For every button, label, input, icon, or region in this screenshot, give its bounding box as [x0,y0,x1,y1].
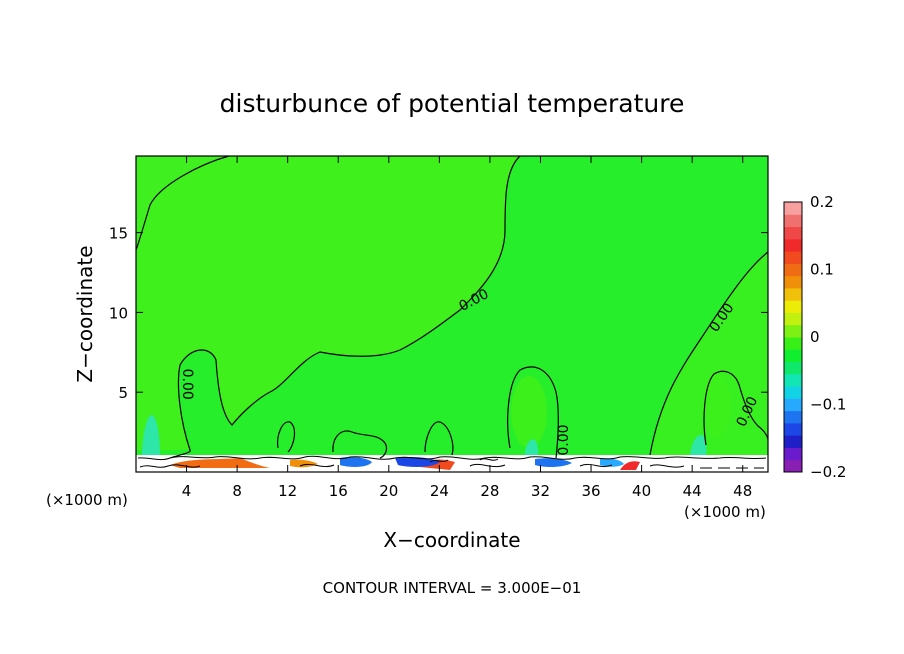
contour-label: 0.00 [179,369,195,400]
region-upper-left-lighter [136,156,229,250]
y-tick-label: 10 [109,304,128,322]
colorbar-tick-label: 0.2 [810,193,834,211]
x-unit-label-left: (×1000 m) [46,491,128,509]
boundary-layer-strip [136,455,768,472]
region-lower-right-lighter [650,250,768,455]
surface-red-streak-3 [620,461,640,470]
x-tick-label: 12 [278,482,297,500]
contour-closed-3 [424,421,454,456]
contour-zero-right [649,251,769,456]
x-tick-label: 16 [329,482,348,500]
colorbar-swatch [784,202,802,215]
colorbar-swatch [784,312,802,326]
x-tick-label: 24 [430,482,449,500]
chart-title: disturbunce of potential temperature [220,89,685,118]
colorbar-swatch [784,447,802,461]
contour-zero-main [169,155,521,459]
colorbar-swatch [784,251,802,264]
x-tick-label: 4 [182,482,192,500]
colorbar-swatch [784,275,802,289]
x-tick-label: 20 [379,482,398,500]
colorbar-swatch [784,435,802,448]
surface-contours [137,455,767,469]
colorbar-swatch [784,263,802,277]
surface-orange-blob [290,459,318,468]
contour-zero-upper-left [135,155,230,251]
colorbar-swatch [784,422,802,436]
colorbar-swatch [784,373,802,387]
colorbar-swatch [784,349,802,363]
colorbar-swatch [784,324,802,338]
surface-red-streak [170,458,270,468]
y-axis-label: Z−coordinate [73,245,97,382]
plot-frame [135,155,769,473]
contour-closed-5 [703,370,769,446]
surface-blue-blob-4 [600,458,624,467]
contour-closed-2 [332,430,388,459]
contour-closed-4 [507,366,559,459]
x-tick-label: 32 [531,482,550,500]
x-tick-label: 28 [480,482,499,500]
colorbar-swatch [784,238,802,252]
colorbar-swatch [784,226,802,240]
plot-area: 0.000.000.000.000.00 4 8 12 16 20 24 28 32 36 40 4… [109,155,769,500]
contour-closed-1 [277,421,296,453]
colorbar-swatch [784,287,802,301]
x-tick-label: 40 [632,482,651,500]
colorbar-swatch [784,300,802,313]
y-tick-label: 15 [109,225,128,243]
colorbar-swatch [784,410,802,424]
colorbar-frame [783,201,803,473]
colorbar: 0.2 0.1 0 −0.1 −0.2 [783,193,846,481]
x-ticks: 4 8 12 16 20 24 28 32 36 40 44 48 [182,156,752,500]
x-axis-label: X−coordinate [383,528,520,552]
surface-blue-blob-3 [535,458,572,468]
x-tick-label: 44 [683,482,702,500]
y-ticks: 5 10 15 [109,225,768,402]
colorbar-swatch [784,361,802,375]
footer-note: CONTOUR INTERVAL = 3.000E−01 [323,579,582,597]
colorbar-tick-label: 0 [810,328,820,346]
colorbar-swatch [784,386,802,399]
surface-blue-blob-2 [395,457,440,467]
colorbar-swatch [784,459,802,473]
x-tick-label: 36 [581,482,600,500]
colorbar-swatch [784,214,802,228]
colorbar-swatch [784,337,802,350]
surface-blue-blob-1 [340,457,372,467]
region-middle-lighter [136,156,520,450]
light-blob-1 [511,376,547,448]
cyan-patch-right [690,434,707,455]
light-blob-2 [703,373,731,437]
cyan-patch-mid [525,439,539,455]
contour-lines [135,155,769,459]
colorbar-tick-label: −0.1 [810,396,846,414]
colorbar-tick-label: −0.2 [810,463,846,481]
y-tick-label: 5 [118,384,128,402]
x-tick-label: 48 [733,482,752,500]
cyan-patch-left [142,415,160,455]
colorbar-swatch [784,398,802,412]
contour-label: 0.00 [556,424,572,455]
x-tick-label: 8 [232,482,242,500]
x-unit-label-right: (×1000 m) [684,503,766,521]
colorbar-tick-label: 0.1 [810,261,834,279]
